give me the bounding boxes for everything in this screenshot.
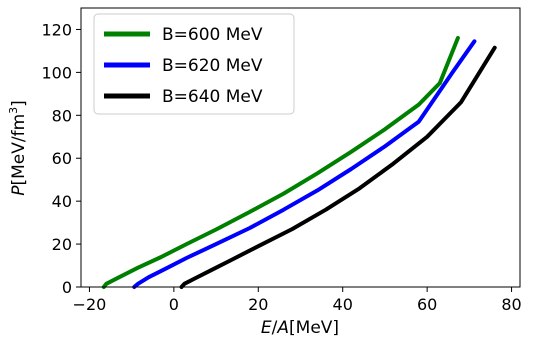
series-layer — [101, 36, 497, 289]
x-axis-label: E/A[MeV] — [261, 318, 339, 338]
series-line-2 — [132, 39, 477, 289]
series-line-3 — [179, 45, 497, 289]
x-tick-label: 40 — [333, 295, 353, 314]
y-tick-label: 60 — [52, 149, 72, 168]
plot-area — [80, 7, 521, 289]
legend-box — [93, 13, 295, 115]
y-tick-label: 120 — [41, 20, 72, 39]
y-tick-label: 100 — [41, 63, 72, 82]
axes-frame — [80, 7, 521, 288]
y-tick-label: 20 — [52, 235, 72, 254]
legend-label-1: B=600 MeV — [162, 25, 263, 45]
x-tick-label: −20 — [73, 295, 107, 314]
y-tick-label: 0 — [62, 278, 72, 297]
legend-label-2: B=620 MeV — [162, 56, 263, 76]
x-tick-label: 60 — [417, 295, 437, 314]
x-tick-label: 80 — [501, 295, 521, 314]
x-tick-label: 20 — [248, 295, 268, 314]
legend-label-3: B=640 MeV — [162, 87, 263, 107]
legend: B=600 MeV B=620 MeV B=640 MeV — [93, 13, 295, 115]
y-tick-label: 80 — [52, 106, 72, 125]
y-tick-label: 40 — [52, 192, 72, 211]
x-tick-label: 0 — [169, 295, 179, 314]
y-axis-label: P[MeV/fm3] — [7, 100, 29, 196]
series-line-1 — [101, 36, 460, 289]
